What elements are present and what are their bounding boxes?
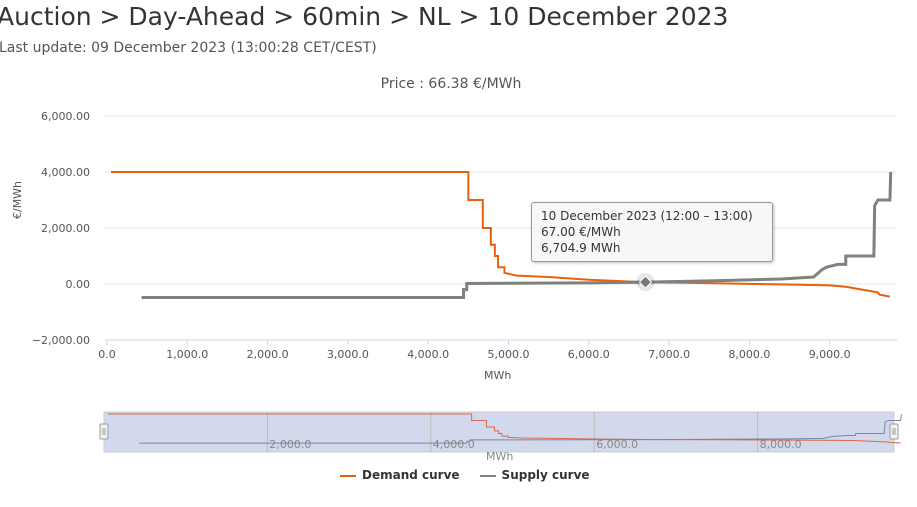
- chart-title: Price : 66.38 €/MWh: [381, 76, 522, 92]
- y-axis-label: €/MWh: [11, 181, 24, 219]
- navigator-axis-label: MWh: [486, 450, 513, 463]
- demand-curve-line: [111, 171, 891, 298]
- legend-supply[interactable]: Supply curve: [479, 468, 590, 482]
- x-tick-label: 2,000.0: [247, 348, 289, 361]
- tooltip: 10 December 2023 (12:00 – 13:00) 67.00 €…: [531, 202, 773, 262]
- navigator-tick-label: 6,000.0: [596, 438, 638, 451]
- legend-demand-label: Demand curve: [362, 468, 460, 482]
- y-tick-label: 4,000.00: [41, 166, 90, 179]
- y-tick-label: 0.00: [66, 278, 91, 291]
- navigator-supply-line: [139, 413, 902, 444]
- tooltip-date: 10 December 2023 (12:00 – 13:00): [541, 209, 753, 223]
- supply-swatch: [479, 474, 496, 477]
- page-title: Auction > Day-Ahead > 60min > NL > 10 De…: [0, 2, 729, 31]
- x-tick-label: 6,000.0: [568, 348, 610, 361]
- x-tick-label: 4,000.0: [407, 348, 449, 361]
- supply-curve-line: [141, 171, 893, 299]
- intersection-marker[interactable]: [638, 275, 653, 289]
- navigator-demand-line: [108, 413, 901, 444]
- tooltip-volume: 6,704.9 MWh: [541, 241, 621, 255]
- navigator-tick-label: 2,000.0: [269, 438, 311, 451]
- x-tick-label: 3,000.0: [327, 348, 369, 361]
- y-tick-label: 2,000.00: [41, 222, 90, 235]
- x-tick-label: 7,000.0: [648, 348, 690, 361]
- navigator-tick-label: 8,000.0: [760, 438, 802, 451]
- demand-swatch: [340, 474, 356, 477]
- navigator-tick-label: 4,000.0: [433, 438, 475, 451]
- y-tick-label: 6,000.00: [41, 110, 90, 123]
- x-axis-label: MWh: [484, 369, 511, 382]
- x-tick-label: 5,000.0: [488, 348, 530, 361]
- x-tick-label: 0.0: [98, 348, 116, 361]
- legend-supply-label: Supply curve: [501, 468, 590, 482]
- last-update: Last update: 09 December 2023 (13:00:28 …: [0, 40, 377, 56]
- x-tick-label: 8,000.0: [728, 348, 770, 361]
- navigator[interactable]: 2,000.0 4,000.0 6,000.0 8,000.0 MWh: [99, 411, 902, 463]
- navigator-handle-right[interactable]: [889, 423, 899, 440]
- x-tick-label: 9,000.0: [809, 348, 851, 361]
- legend-demand[interactable]: Demand curve: [340, 468, 460, 482]
- tooltip-price: 67.00 €/MWh: [541, 225, 621, 239]
- x-tick-label: 1,000.0: [166, 348, 208, 361]
- y-tick-label: −2,000.00: [32, 334, 90, 347]
- navigator-handle-left[interactable]: [99, 423, 109, 440]
